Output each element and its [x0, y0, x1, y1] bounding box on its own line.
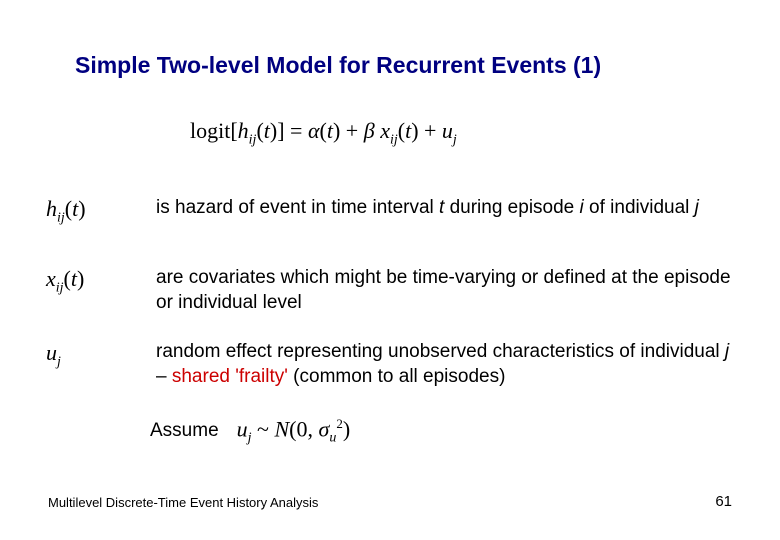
- footer-title: Multilevel Discrete-Time Event History A…: [48, 495, 318, 510]
- definition-row-x: xij(t) are covariates which might be tim…: [40, 266, 740, 315]
- main-equation: logit[hij(t)] = α(t) + β xij(t) + uj: [190, 118, 457, 148]
- eq-u-sub: j: [453, 132, 457, 147]
- assume-equation: uj ~ N(0, σu2): [237, 416, 351, 447]
- desc-u: random effect representing unobserved ch…: [156, 340, 740, 389]
- eq-alpha: α: [308, 118, 320, 143]
- eq-beta: β: [364, 118, 375, 143]
- eq-x: x: [380, 118, 390, 143]
- slide: Simple Two-level Model for Recurrent Eve…: [0, 0, 780, 540]
- eq-u: u: [442, 118, 453, 143]
- definition-row-u: uj random effect representing unobserved…: [40, 340, 740, 389]
- desc-x: are covariates which might be time-varyi…: [156, 266, 740, 315]
- assume-row: Assume uj ~ N(0, σu2): [150, 416, 350, 447]
- eq-h: h: [238, 118, 249, 143]
- page-number: 61: [715, 493, 732, 510]
- slide-title: Simple Two-level Model for Recurrent Eve…: [75, 52, 740, 79]
- symbol-u: uj: [40, 340, 156, 370]
- assume-label: Assume: [150, 420, 219, 442]
- symbol-h: hij(t): [40, 196, 156, 226]
- desc-h: is hazard of event in time interval t du…: [156, 196, 740, 221]
- eq-x-sub: ij: [390, 132, 398, 147]
- definition-row-h: hij(t) is hazard of event in time interv…: [40, 196, 740, 226]
- symbol-x: xij(t): [40, 266, 156, 296]
- logit-text: logit: [190, 118, 230, 143]
- frailty-highlight: shared 'frailty': [172, 366, 288, 387]
